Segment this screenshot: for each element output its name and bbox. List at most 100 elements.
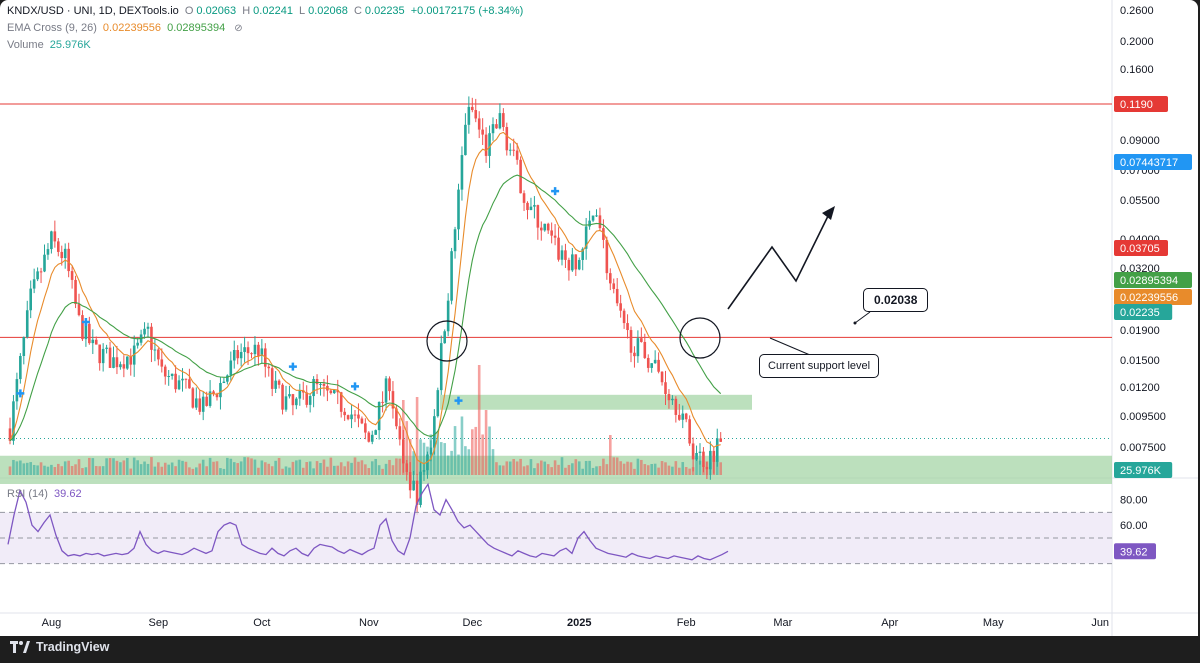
volume-bar bbox=[533, 468, 536, 475]
candle-body bbox=[291, 394, 295, 406]
ema-fast-line bbox=[9, 131, 721, 465]
candle-body bbox=[315, 378, 319, 385]
candle-body bbox=[364, 423, 367, 433]
candle-body bbox=[640, 338, 643, 342]
volume-bar bbox=[402, 400, 405, 475]
tradingview-logo[interactable]: TradingView bbox=[10, 640, 109, 654]
candle-body bbox=[512, 149, 515, 151]
volume-bar bbox=[277, 457, 281, 475]
candle-body bbox=[232, 350, 236, 361]
candle-body bbox=[433, 416, 436, 448]
volume-bar bbox=[232, 462, 236, 475]
candle-body bbox=[94, 339, 98, 345]
volume-bar bbox=[350, 462, 353, 475]
candle-body bbox=[460, 155, 464, 190]
volume-bar bbox=[219, 468, 222, 475]
volume-bar bbox=[163, 462, 167, 475]
rsi-band bbox=[0, 512, 1112, 564]
volume-bar bbox=[640, 459, 643, 475]
volume-bar bbox=[36, 465, 39, 475]
rsi-value-label bbox=[1114, 543, 1156, 560]
candle-body bbox=[19, 355, 22, 380]
volume-bar bbox=[650, 463, 653, 475]
volume-bar bbox=[529, 459, 533, 475]
volume-bar bbox=[239, 461, 243, 475]
candle-body bbox=[612, 283, 616, 289]
candle-body bbox=[688, 419, 691, 444]
ema-legend[interactable]: EMA Cross (9, 26) 0.02239556 0.02895394 … bbox=[7, 22, 246, 34]
ema-cross-marker bbox=[16, 389, 25, 398]
candle-body bbox=[250, 353, 253, 355]
candle-body bbox=[674, 398, 678, 415]
volume-bar bbox=[433, 434, 436, 475]
candle-body bbox=[484, 134, 488, 156]
volume-bar bbox=[343, 466, 346, 475]
volume-bar bbox=[653, 463, 657, 475]
candle-body bbox=[257, 344, 260, 356]
volume-legend[interactable]: Volume 25.976K bbox=[7, 39, 94, 51]
volume-bar bbox=[284, 466, 288, 475]
candle-body bbox=[626, 323, 629, 331]
volume-bar bbox=[667, 465, 671, 475]
volume-bar bbox=[422, 442, 426, 475]
candle-body bbox=[667, 394, 671, 401]
hide-indicator-icon[interactable]: ⊘ bbox=[234, 23, 243, 34]
candle-body bbox=[381, 401, 384, 403]
time-tick-label: Apr bbox=[881, 617, 898, 629]
candle-body bbox=[12, 401, 15, 441]
volume-bar bbox=[246, 457, 250, 475]
time-tick-label: Nov bbox=[359, 617, 379, 629]
candle-body bbox=[226, 375, 229, 382]
time-tick-label: 2025 bbox=[567, 617, 591, 629]
candle-body bbox=[481, 129, 484, 135]
volume-bar bbox=[91, 458, 95, 475]
volume-bar bbox=[336, 465, 340, 475]
volume-bar bbox=[519, 458, 522, 475]
volume-bar bbox=[564, 467, 567, 475]
candle-body bbox=[464, 124, 467, 156]
candle-body bbox=[374, 430, 377, 435]
volume-bar bbox=[660, 461, 664, 475]
price-tick-label: 0.009500 bbox=[1120, 411, 1166, 423]
time-tick-label: Aug bbox=[42, 617, 62, 629]
volume-bar bbox=[84, 467, 88, 475]
candle-body bbox=[540, 227, 543, 231]
candle-body bbox=[505, 127, 509, 151]
volume-bar bbox=[229, 458, 233, 475]
volume-bar bbox=[702, 465, 705, 475]
chart-svg[interactable]: 0.26000.20000.16000.090000.070000.055000… bbox=[0, 0, 1198, 636]
volume-bar bbox=[281, 468, 284, 475]
candle-body bbox=[395, 408, 398, 427]
candle-body bbox=[146, 326, 150, 329]
rsi-legend[interactable]: RSI (14) 39.62 bbox=[7, 488, 85, 500]
candle-body bbox=[367, 432, 371, 442]
volume-bar bbox=[453, 426, 457, 475]
candle-body bbox=[577, 259, 581, 270]
candle-body bbox=[453, 229, 457, 252]
volume-bar bbox=[715, 459, 719, 475]
volume-bar bbox=[657, 467, 660, 475]
volume-bar bbox=[160, 466, 164, 475]
volume-bar bbox=[333, 465, 336, 475]
candle-body bbox=[163, 366, 167, 377]
marker-price-label bbox=[1114, 272, 1192, 288]
support-note[interactable]: Current support level bbox=[759, 354, 880, 378]
candle-body bbox=[398, 426, 402, 440]
candle-body bbox=[533, 205, 536, 207]
price-callout[interactable]: 0.02038 bbox=[863, 288, 929, 312]
symbol-label[interactable]: KNDX/USD · UNI, 1D, DEXTools.io bbox=[7, 5, 179, 17]
low-label: L bbox=[299, 5, 306, 17]
volume-bar bbox=[250, 458, 253, 475]
volume-bar bbox=[101, 466, 105, 475]
volume-bar bbox=[643, 464, 647, 475]
candle-body bbox=[436, 390, 440, 417]
support-zone bbox=[440, 394, 752, 410]
volume-bar bbox=[339, 462, 343, 475]
marker-price-text: 0.02895394 bbox=[1120, 275, 1178, 287]
open-label: O bbox=[184, 5, 194, 17]
candles bbox=[8, 96, 722, 515]
candle-body bbox=[129, 356, 133, 365]
ema-fast-value: 0.02239556 bbox=[102, 22, 162, 34]
volume-bar bbox=[377, 465, 381, 475]
candle-body bbox=[43, 254, 46, 272]
